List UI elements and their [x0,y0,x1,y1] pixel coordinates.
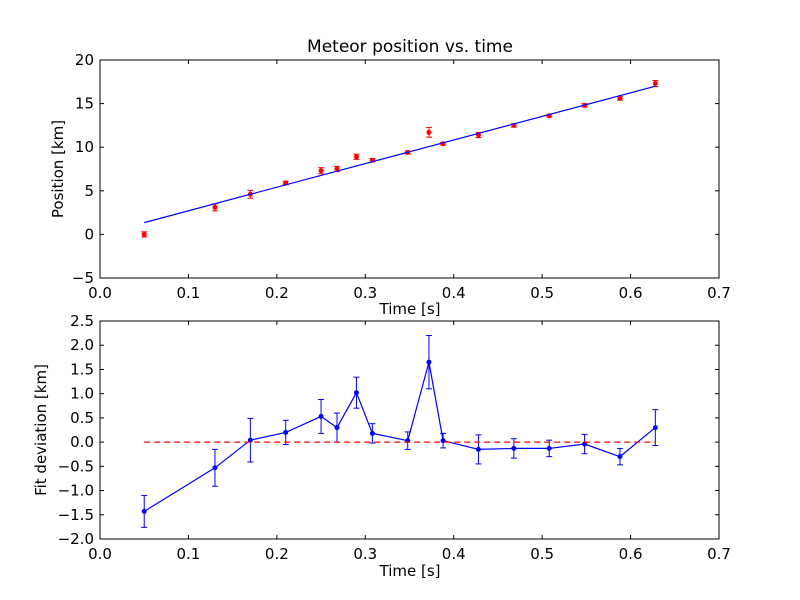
data-point [212,465,218,471]
data-point [617,95,623,101]
y-tick-label: 1.5 [70,360,94,378]
y-tick-label: 2.5 [70,312,94,330]
y-tick-label: −1.5 [58,506,94,524]
y-tick-label: 1.0 [70,385,94,403]
data-point [353,390,359,396]
x-tick-label: 0.0 [88,545,112,563]
data-point [426,359,432,365]
data-point [247,437,253,443]
data-point [546,445,552,451]
data-point [369,430,375,436]
y-tick-label: 2.0 [70,336,94,354]
data-point [334,425,340,431]
y-tick-label: −2.0 [58,530,94,548]
x-tick-label: 0.1 [176,545,200,563]
data-point [141,231,147,237]
deviation-ticks: 0.0 0.1 0.2 0.3 0.4 0.5 0.6 0.7 −2.0 −1.5 −1.0 −0.5… [58,312,731,563]
data-point [475,446,481,452]
chart-title: Meteor position vs. time [307,37,513,57]
y-tick-label: −5 [72,269,94,287]
y-tick-label: 5 [84,182,94,200]
data-point [283,429,289,435]
deviation-plot: Time [s] Fit deviation [km] 0.0 0.1 0.2 0.3… [32,312,731,580]
y-tick-label: 20 [75,51,94,69]
x-tick-label: 0.1 [176,284,200,302]
x-tick-label: 0.4 [442,545,466,563]
data-point [212,204,218,210]
data-point [617,454,623,460]
x-tick-label: 0.5 [530,284,554,302]
position-marks [141,79,659,238]
data-point [652,81,658,87]
x-tick-label: 0.0 [88,284,112,302]
y-tick-label: 0 [84,225,94,243]
data-point [426,129,432,135]
y-tick-label: −0.5 [58,457,94,475]
x-tick-label: 0.6 [619,545,643,563]
y-tick-label: 0.0 [70,433,94,451]
x-axis-label: Time [s] [379,562,441,580]
deviation-marks [141,335,659,528]
y-axis-label: Position [km] [49,120,67,218]
data-point [318,168,324,174]
fit-line [144,85,656,224]
y-tick-label: 0.5 [70,409,94,427]
x-tick-label: 0.7 [707,284,731,302]
deviation-axes-frame [99,320,720,540]
x-tick-label: 0.6 [619,284,643,302]
x-axis-label: Time [s] [379,300,441,318]
data-point [440,438,446,444]
position-axes-frame [99,59,720,279]
y-tick-label: −1.0 [58,482,94,500]
data-point [652,425,658,431]
data-point [511,445,517,451]
x-tick-label: 0.5 [530,545,554,563]
data-point [353,154,359,160]
data-point [318,413,324,419]
y-tick-label: 15 [75,95,94,113]
y-axis-label: Fit deviation [km] [32,364,50,496]
x-tick-label: 0.4 [442,284,466,302]
x-tick-label: 0.3 [353,284,377,302]
x-tick-label: 0.7 [707,545,731,563]
x-tick-label: 0.2 [265,284,289,302]
y-tick-label: 10 [75,138,94,156]
position-plot: Meteor position vs. time Time [s] Positi… [49,37,731,318]
x-tick-label: 0.3 [353,545,377,563]
x-tick-label: 0.2 [265,545,289,563]
data-point [141,508,147,514]
